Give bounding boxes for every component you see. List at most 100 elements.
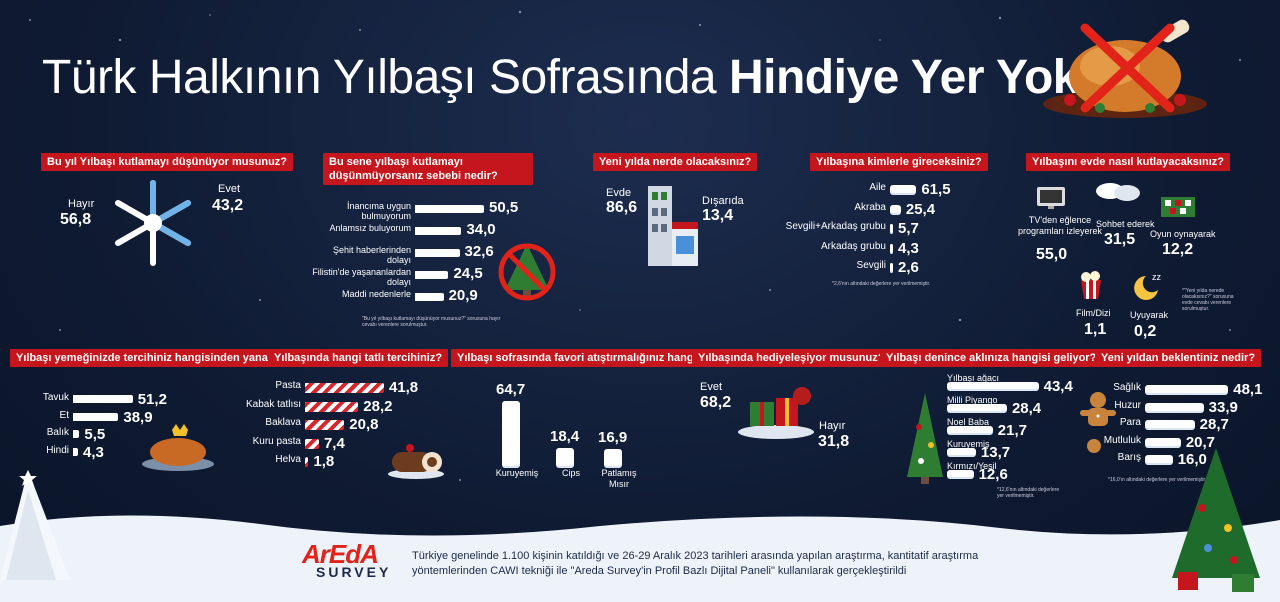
q11-bar	[1145, 455, 1173, 463]
q11-question: Yeni yıldan beklentiniz nedir?	[1095, 349, 1262, 367]
q2-bar-value: 34,0	[466, 221, 496, 238]
q6-bar-label: Et	[59, 409, 69, 421]
q5-chat-label: Sohbet ederek	[1096, 219, 1155, 229]
q6-question: Yılbaşı yemeğinizde tercihiniz hangisind…	[10, 349, 281, 367]
q6-bar	[73, 430, 80, 438]
q2-bar	[415, 205, 485, 213]
q2-bar-value: 24,5	[453, 265, 483, 282]
crossed-turkey-icon	[1043, 19, 1207, 118]
q5-game-label: Oyun oynayarak	[1150, 229, 1216, 239]
q3-home-value: 86,6	[606, 199, 638, 216]
q11-note: *16,0'ın altındaki değerlere yer verilme…	[1108, 477, 1207, 483]
q4-question: Yılbaşına kimlerle gireceksiniz?	[810, 153, 988, 171]
q4-bar-label: Sevgili+Arkadaş grubu	[785, 221, 886, 232]
snowy-tree-left-icon	[0, 470, 70, 580]
q2-bar-label: Maddi nedenlerle	[341, 289, 411, 299]
q7-bar-value: 7,4	[323, 434, 345, 452]
areda-logo: ArEdA SURVEY	[302, 539, 391, 580]
q4-bar	[890, 243, 893, 252]
q11-bar-value: 20,7	[1185, 433, 1216, 451]
q11-bar-label: Para	[1119, 417, 1141, 428]
q5-note: *"Yeni yılda nerede olacaksınız?" sorusu…	[1182, 288, 1234, 312]
q8-bar-label: Cips	[561, 468, 580, 478]
christmas-tree-icon	[907, 393, 943, 484]
q4-bar-label: Sevgili	[856, 260, 886, 271]
q6-bar	[73, 447, 79, 456]
q4-bar	[890, 204, 901, 213]
q11-bar-value: 48,1	[1233, 381, 1263, 398]
q5-game-value: 12,2	[1162, 241, 1194, 258]
q6-bar-value: 5,5	[84, 426, 106, 443]
q10-bar	[947, 470, 974, 477]
q11-bar-value: 16,0	[1177, 451, 1207, 468]
q2-bar	[415, 249, 460, 257]
q1-question: Bu yıl Yılbaşı kutlamayı düşünüyor musun…	[41, 153, 294, 171]
q6-bar-value: 38,9	[123, 408, 153, 426]
q6-bar-value: 51,2	[137, 391, 167, 408]
popcorn-film-icon	[1081, 271, 1101, 299]
q10-bar-label: Kuruyemiş	[947, 439, 990, 449]
q2-bar	[415, 271, 449, 279]
decorated-tree-right-icon	[1172, 448, 1260, 592]
q10-bar-value: 12,6	[978, 466, 1008, 483]
q10-bar	[947, 404, 1007, 411]
q2-question: Bu sene yılbaşı kutlamayı düşünmüyorsanı…	[323, 153, 533, 185]
q7-bar-label: Helva	[275, 454, 301, 465]
q2-bar-value: 20,9	[448, 287, 478, 304]
no-tree-icon	[498, 243, 556, 301]
q7-bar-label: Pasta	[275, 380, 301, 391]
q11-bar	[1145, 420, 1195, 428]
q6-bar	[73, 412, 119, 421]
q10-bar-label: Milli Piyango	[947, 395, 998, 405]
q4-bar	[890, 263, 893, 271]
yule-log-cake-icon	[388, 444, 444, 479]
q11-bar-value: 28,7	[1199, 416, 1229, 433]
q8-question: Yılbaşı sofrasında favori atıştırmalığın…	[451, 349, 719, 367]
q1-yes-value: 43,2	[212, 197, 244, 214]
q7-bar-label: Kabak tatlısı	[245, 398, 301, 410]
q4-bar-value: 5,7	[898, 220, 919, 237]
q11-bar-label: Mutluluk	[1103, 434, 1141, 446]
q4-bar-label: Akraba	[854, 201, 886, 213]
q10-bar	[947, 448, 976, 455]
q7-bar-value: 28,2	[363, 397, 393, 415]
q2-bar-value: 50,5	[489, 199, 519, 216]
q4-bar-value: 25,4	[905, 200, 936, 218]
q8-bar	[604, 449, 622, 466]
gingerbread-icon	[1080, 392, 1116, 453]
q4-bar-label: Aile	[869, 182, 886, 193]
q8-bar-value: 18,4	[550, 427, 580, 445]
footer-text: Türkiye genelinde 1.100 kişinin katıldığ…	[412, 550, 979, 577]
chat-bubbles-icon	[1096, 183, 1140, 201]
q11-bar-label: Huzur	[1114, 399, 1141, 411]
q10-bar-label: Noel Baba	[947, 417, 990, 427]
chicken-dish-icon	[142, 424, 214, 471]
q10-bar-value: 43,4	[1043, 378, 1073, 395]
q7-bar	[305, 401, 359, 412]
q9-yes-value: 68,2	[700, 394, 732, 411]
q11-bar	[1145, 402, 1204, 411]
q4-bar	[890, 185, 917, 193]
q3-question: Yeni yılda nerde olacaksınız?	[593, 153, 758, 171]
q5-tv-value: 55,0	[1036, 246, 1068, 263]
q7-bar-label: Kuru pasta	[252, 435, 301, 447]
q1-no-value: 56,8	[60, 211, 92, 228]
q10-bar-value: 28,4	[1011, 400, 1042, 417]
q2-bar-label: Anlamsız buluyorum	[329, 223, 411, 233]
q11-bar	[1145, 385, 1229, 393]
q9-yes-label: Evet	[700, 381, 723, 393]
q6-bar-label: Hindi	[46, 444, 69, 456]
title-bold: Hindiye Yer Yok!	[728, 51, 1095, 104]
q11-bar-label: Barış	[1117, 452, 1141, 463]
q10-bar	[947, 426, 993, 433]
q8-bar-value: 16,9	[598, 429, 628, 447]
q7-question: Yılbaşında hangi tatlı tercihiniz?	[268, 349, 449, 367]
snow-ground	[0, 515, 1280, 602]
q5-chat-value: 31,5	[1104, 231, 1136, 248]
q5-tv-label: TV'den eğlence programları izleyerek	[1017, 215, 1103, 236]
q7-bar-value: 1,8	[313, 453, 335, 470]
q7-bar	[305, 457, 309, 467]
q7-bar	[305, 383, 384, 393]
q5-film-label: Film/Dizi	[1076, 308, 1111, 318]
q6-bar-value: 4,3	[83, 443, 104, 461]
